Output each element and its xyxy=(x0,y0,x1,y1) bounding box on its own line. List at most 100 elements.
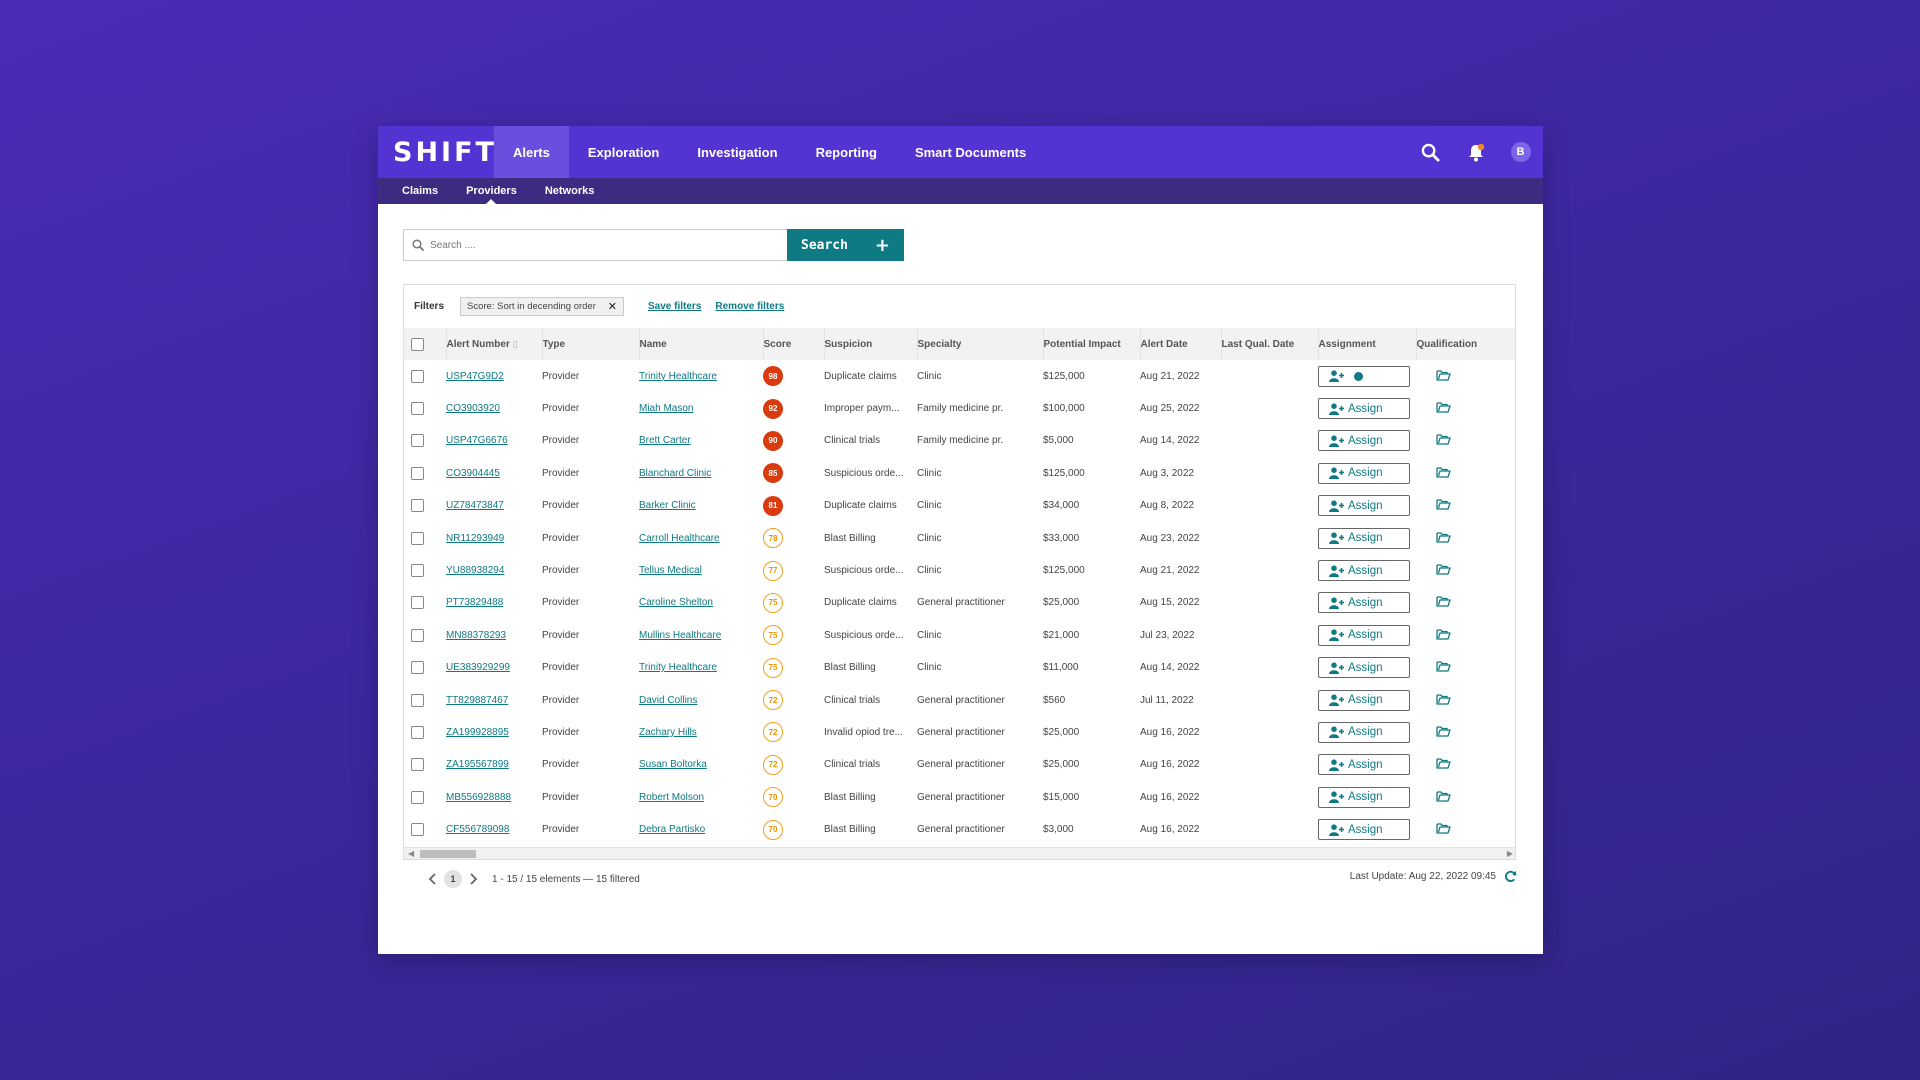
nav-investigation[interactable]: Investigation xyxy=(697,144,778,160)
assign-button[interactable]: Assign xyxy=(1318,560,1410,582)
folder-open-icon[interactable] xyxy=(1436,563,1451,575)
alert-number-link[interactable]: CF556789098 xyxy=(446,824,510,836)
nav-exploration[interactable]: Exploration xyxy=(587,144,660,160)
folder-open-icon[interactable] xyxy=(1436,725,1451,737)
assign-button[interactable]: Assign xyxy=(1318,786,1410,808)
provider-name-link[interactable]: Caroline Shelton xyxy=(639,597,713,609)
table-row[interactable]: ZA195567899 Provider Susan Boltorka 72 C… xyxy=(404,749,1515,781)
page-number[interactable]: 1 xyxy=(444,870,462,888)
provider-name-link[interactable]: David Collins xyxy=(639,694,698,706)
table-row[interactable]: UZ78473847 Provider Barker Clinic 81 Dup… xyxy=(404,490,1515,522)
alert-number-link[interactable]: TT829887467 xyxy=(446,694,509,706)
scrollbar-thumb[interactable] xyxy=(420,850,476,858)
alert-number-link[interactable]: CO3904445 xyxy=(446,467,500,479)
search-button[interactable]: Search + xyxy=(787,229,904,261)
provider-name-link[interactable]: Brett Carter xyxy=(639,435,691,447)
folder-open-icon[interactable] xyxy=(1436,628,1451,640)
alert-number-link[interactable]: PT73829488 xyxy=(446,597,504,609)
column-header[interactable]: Specialty xyxy=(916,328,1043,360)
alert-number-link[interactable]: USP47G9D2 xyxy=(446,370,504,382)
assign-button[interactable]: Assign xyxy=(1318,462,1410,484)
column-header[interactable]: Qualification xyxy=(1415,328,1515,360)
row-checkbox[interactable] xyxy=(411,725,424,739)
folder-open-icon[interactable] xyxy=(1436,401,1451,413)
column-header[interactable]: Assignment xyxy=(1317,328,1416,360)
provider-name-link[interactable]: Robert Molson xyxy=(639,791,705,803)
save-filters-link[interactable]: Save filters xyxy=(648,301,702,312)
assign-button[interactable]: Assign xyxy=(1318,721,1410,743)
table-row[interactable]: TT829887467 Provider David Collins 72 Cl… xyxy=(404,684,1515,716)
remove-filters-link[interactable]: Remove filters xyxy=(715,301,785,312)
table-row[interactable]: MB556928888 Provider Robert Molson 70 Bl… xyxy=(404,781,1515,813)
subnav-networks[interactable]: Networks xyxy=(544,185,595,197)
table-row[interactable]: UE383929299 Provider Trinity Healthcare … xyxy=(404,652,1515,684)
table-row[interactable]: MN88378293 Provider Mullins Healthcare 7… xyxy=(404,619,1515,651)
nav-alerts[interactable]: Alerts xyxy=(494,126,569,178)
row-checkbox[interactable] xyxy=(411,693,424,707)
table-row[interactable]: CO3904445 Provider Blanchard Clinic 85 S… xyxy=(404,457,1515,489)
subnav-providers[interactable]: Providers xyxy=(466,178,517,204)
alert-number-link[interactable]: UE383929299 xyxy=(446,662,510,674)
horizontal-scrollbar[interactable]: ◀ ▶ xyxy=(404,847,1515,859)
provider-name-link[interactable]: Trinity Healthcare xyxy=(639,662,717,674)
row-checkbox[interactable] xyxy=(411,823,424,837)
row-checkbox[interactable] xyxy=(411,434,424,448)
row-checkbox[interactable] xyxy=(411,564,424,578)
provider-name-link[interactable]: Barker Clinic xyxy=(639,500,696,512)
column-header[interactable]: Last Qual. Date xyxy=(1220,328,1318,360)
row-checkbox[interactable] xyxy=(411,661,424,675)
alert-number-link[interactable]: MN88378293 xyxy=(446,629,507,641)
sort-icon[interactable]: ▯ xyxy=(512,338,518,349)
provider-name-link[interactable]: Zachary Hills xyxy=(639,726,697,738)
table-row[interactable]: NR11293949 Provider Carroll Healthcare 7… xyxy=(404,522,1515,554)
assign-button[interactable]: Assign xyxy=(1318,495,1410,517)
alert-number-link[interactable]: NR11293949 xyxy=(446,532,505,544)
column-header[interactable]: Alert Number ▯ xyxy=(445,328,542,360)
alert-number-link[interactable]: ZA195567899 xyxy=(446,759,509,771)
scroll-right-icon[interactable]: ▶ xyxy=(1506,849,1513,858)
table-row[interactable]: CF556789098 Provider Debra Partisko 70 B… xyxy=(404,813,1515,845)
nav-reporting[interactable]: Reporting xyxy=(815,144,877,160)
table-row[interactable]: PT73829488 Provider Caroline Shelton 75 … xyxy=(404,587,1515,619)
folder-open-icon[interactable] xyxy=(1436,660,1451,672)
provider-name-link[interactable]: Mullins Healthcare xyxy=(639,629,722,641)
row-checkbox[interactable] xyxy=(411,596,424,610)
assign-button[interactable]: Assign xyxy=(1318,624,1410,646)
provider-name-link[interactable]: Susan Boltorka xyxy=(639,759,707,771)
row-checkbox[interactable] xyxy=(411,402,424,416)
bell-icon[interactable] xyxy=(1453,126,1498,178)
provider-name-link[interactable]: Tellus Medical xyxy=(639,565,702,577)
user-menu[interactable]: B xyxy=(1498,126,1543,178)
row-checkbox[interactable] xyxy=(411,531,424,545)
alert-number-link[interactable]: MB556928888 xyxy=(446,791,512,803)
table-row[interactable]: CO3903920 Provider Miah Mason 92 Imprope… xyxy=(404,392,1515,424)
assign-button[interactable]: Assign xyxy=(1318,398,1410,420)
column-header[interactable]: Potential Impact xyxy=(1042,328,1140,360)
assign-button[interactable]: Assign xyxy=(1318,592,1410,614)
alert-number-link[interactable]: UZ78473847 xyxy=(446,500,504,512)
chevron-right-icon[interactable] xyxy=(468,873,478,885)
assignment-button[interactable] xyxy=(1318,365,1410,387)
folder-open-icon[interactable] xyxy=(1436,433,1451,446)
provider-name-link[interactable]: Debra Partisko xyxy=(639,824,706,836)
table-row[interactable]: USP47G9D2 Provider Trinity Healthcare 98… xyxy=(404,360,1515,392)
search-input[interactable] xyxy=(430,239,760,251)
folder-open-icon[interactable] xyxy=(1436,466,1451,478)
add-icon[interactable]: + xyxy=(874,234,890,256)
alert-number-link[interactable]: CO3903920 xyxy=(446,403,500,415)
assign-button[interactable]: Assign xyxy=(1318,754,1410,776)
row-checkbox[interactable] xyxy=(411,369,424,383)
provider-name-link[interactable]: Trinity Healthcare xyxy=(639,370,717,382)
folder-open-icon[interactable] xyxy=(1436,595,1451,608)
folder-open-icon[interactable] xyxy=(1436,531,1451,543)
column-header[interactable]: Alert Date xyxy=(1139,328,1221,360)
nav-smart-documents[interactable]: Smart Documents xyxy=(914,144,1027,160)
assign-button[interactable]: Assign xyxy=(1318,657,1410,679)
remove-chip-icon[interactable]: ✕ xyxy=(607,301,618,313)
chevron-left-icon[interactable] xyxy=(428,873,438,885)
alert-number-link[interactable]: YU88938294 xyxy=(446,565,505,577)
row-checkbox[interactable] xyxy=(411,466,424,480)
folder-open-icon[interactable] xyxy=(1436,790,1451,802)
assign-button[interactable]: Assign xyxy=(1318,819,1410,841)
column-header[interactable]: Type xyxy=(541,328,639,360)
